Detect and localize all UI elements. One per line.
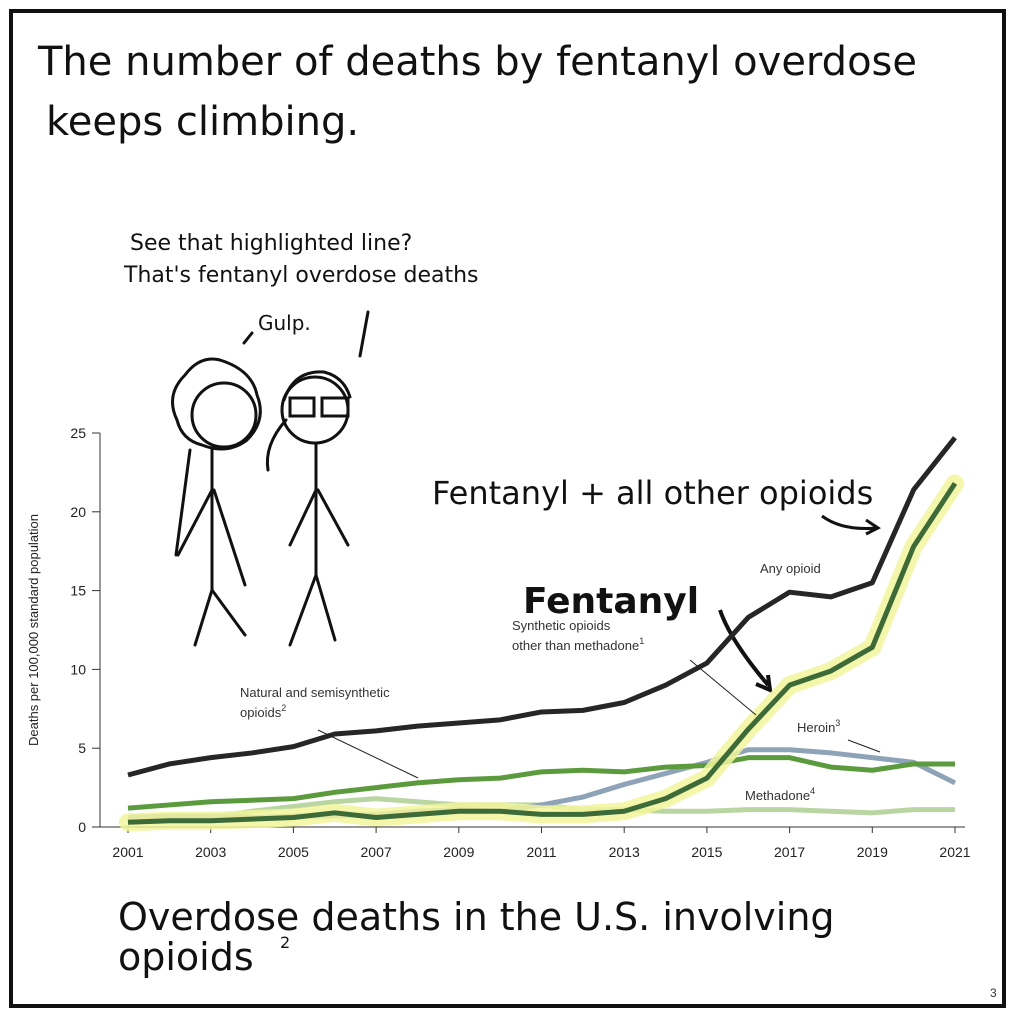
series-name: Heroin [797, 720, 835, 735]
series-label: Methadone4 [745, 786, 815, 803]
y-tick-label: 0 [78, 819, 86, 835]
comic-title: The number of deaths by fentanyl overdos… [37, 39, 917, 85]
annotation: Fentanyl [523, 581, 699, 622]
series-name: other than methadone [512, 638, 639, 653]
series-label: Natural and semisynthetic opioids2 [240, 685, 390, 720]
caption: opioids [118, 935, 254, 979]
speech: That's fentanyl overdose deaths [123, 263, 479, 288]
x-tick-label: 2001 [112, 844, 143, 860]
series-note: 4 [810, 786, 815, 796]
series-name: opioids [240, 705, 282, 720]
x-tick-label: 2021 [939, 844, 970, 860]
y-tick-label: 10 [70, 661, 86, 677]
series-name: Any opioid [760, 561, 821, 576]
x-tick-label: 2007 [361, 844, 392, 860]
speech: See that highlighted line? [130, 231, 412, 256]
x-tick-label: 2017 [774, 844, 805, 860]
total-arrow [821, 514, 881, 536]
page-number: 3 [990, 986, 997, 1000]
x-tick-label: 2005 [278, 844, 309, 860]
panel-frame [9, 9, 1006, 1008]
leader-lines [317, 659, 881, 779]
series-label: Heroin3 [797, 718, 840, 735]
y-tick-label: 25 [70, 425, 86, 441]
series-label: Any opioid [760, 561, 821, 576]
x-tick-label: 2019 [857, 844, 888, 860]
caption-note: 2 [280, 933, 290, 952]
x-tick-label: 2015 [691, 844, 722, 860]
comic-title: keeps climbing. [46, 99, 359, 145]
series-name: Natural and semisynthetic [240, 685, 390, 700]
series-line [127, 482, 958, 825]
y-tick-label: 20 [70, 504, 86, 520]
series-note: 1 [639, 636, 644, 646]
series-note: 2 [281, 703, 286, 713]
series-label: Synthetic opioids other than methadone1 [512, 618, 644, 653]
series-line [127, 755, 955, 811]
speech-tails [242, 310, 370, 358]
fentanyl-arrow [718, 609, 773, 694]
x-tick-label: 2003 [195, 844, 226, 860]
series-note: 3 [835, 718, 840, 728]
series-name: Synthetic opioids [512, 618, 611, 633]
series-name: Methadone [745, 788, 810, 803]
y-axis-label: Deaths per 100,000 standard population [26, 514, 41, 746]
caption: Overdose deaths in the U.S. involving [118, 895, 835, 939]
reply: Gulp. [258, 311, 311, 335]
x-tick-label: 2011 [526, 844, 556, 860]
stick-figures [171, 357, 352, 647]
x-tick-label: 2013 [609, 844, 640, 860]
y-tick-label: 15 [70, 583, 86, 599]
x-tick-label: 2009 [443, 844, 474, 860]
annotation: Fentanyl + all other opioids [432, 474, 873, 512]
y-tick-label: 5 [78, 740, 86, 756]
series-line [127, 436, 957, 778]
